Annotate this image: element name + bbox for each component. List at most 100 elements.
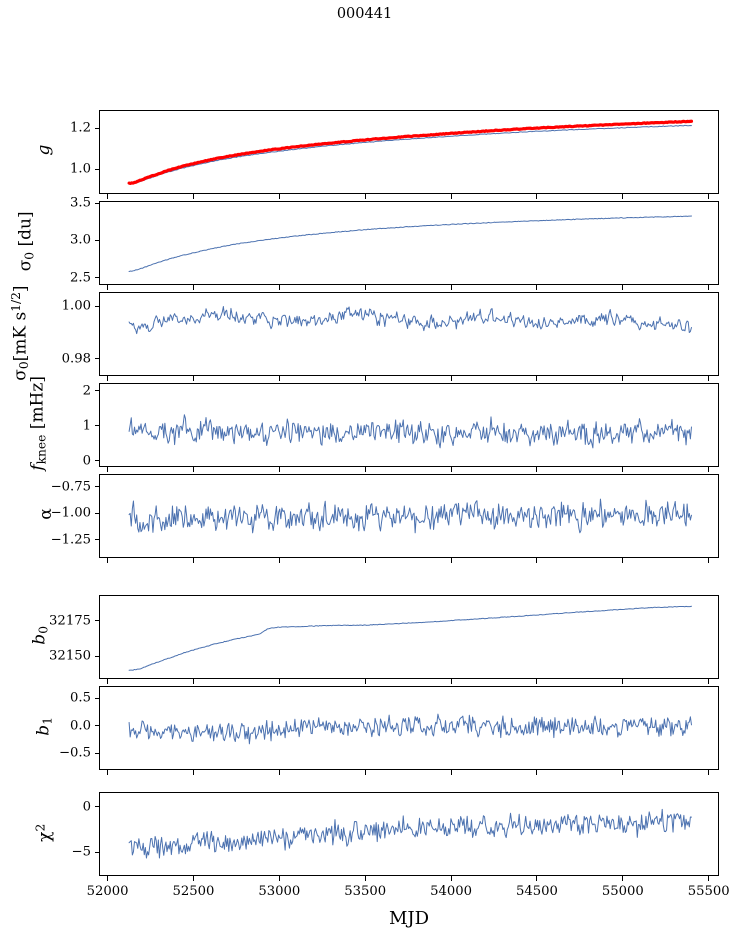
x-tick-mark (450, 194, 452, 199)
x-tick-label: 54000 (430, 884, 473, 899)
x-tick-mark (364, 376, 366, 381)
x-tick-mark (107, 467, 109, 472)
x-tick-mark (278, 558, 280, 563)
y-tick-mark (94, 358, 99, 360)
y-tick-label: 2.5 (70, 270, 91, 286)
x-tick-mark (364, 194, 366, 199)
x-tick-mark (536, 285, 538, 290)
x-tick-mark (450, 770, 452, 775)
x-tick-mark (708, 467, 710, 472)
y-tick-label: 0.5 (70, 690, 91, 706)
x-tick-mark (192, 558, 194, 563)
sigma0-du-panel-trace-area (100, 202, 718, 284)
x-tick-mark (708, 679, 710, 684)
x-tick-mark (708, 194, 710, 199)
y-tick-label: 3.5 (70, 195, 91, 211)
y-tick-mark (94, 239, 99, 241)
y-tick-mark (94, 390, 99, 392)
y-tick-mark (94, 460, 99, 462)
y-tick-mark (94, 752, 99, 754)
x-tick-mark (107, 876, 109, 881)
y-tick-mark (94, 425, 99, 427)
y-tick-mark (94, 305, 99, 307)
series-b-1-slope (129, 714, 691, 744)
x-tick-label: 52000 (86, 884, 129, 899)
x-tick-mark (107, 558, 109, 563)
b1-panel (99, 686, 719, 770)
x-tick-mark (278, 770, 280, 775)
y-tick-label: 0.0 (70, 718, 91, 734)
x-tick-mark (536, 376, 538, 381)
x-tick-mark (536, 770, 538, 775)
x-tick-mark (708, 285, 710, 290)
y-tick-mark (94, 512, 99, 514)
y-tick-label: 32175 (49, 613, 91, 629)
x-tick-mark (708, 376, 710, 381)
y-tick-mark (94, 620, 99, 622)
x-tick-label: 53000 (258, 884, 301, 899)
x-tick-mark (708, 770, 710, 775)
x-tick-mark (450, 876, 452, 881)
x-tick-mark (192, 876, 194, 881)
x-tick-mark (450, 285, 452, 290)
y-tick-label: 3.0 (70, 232, 91, 248)
y-tick-label: 0 (82, 799, 91, 815)
y-tick-label: 1.00 (61, 298, 91, 314)
series-gain-model-fit- (129, 121, 691, 183)
x-tick-label: 53500 (344, 884, 387, 899)
x-tick-label: 55000 (601, 884, 644, 899)
x-tick-mark (622, 679, 624, 684)
y-tick-label: 1.2 (70, 120, 91, 136)
x-tick-mark (107, 194, 109, 199)
b0-panel-trace-area (100, 596, 718, 678)
alpha-panel (99, 474, 719, 558)
x-tick-mark (708, 876, 710, 881)
series-gain-data- (129, 125, 691, 184)
y-tick-label: 1.0 (70, 161, 91, 177)
b1-panel-trace-area (100, 687, 718, 769)
y-tick-mark (94, 277, 99, 279)
x-tick-mark (192, 679, 194, 684)
y-tick-label: 1 (82, 418, 91, 434)
y-tick-label: −0.5 (58, 745, 91, 761)
x-tick-mark (192, 285, 194, 290)
x-tick-label: 52500 (172, 884, 215, 899)
x-tick-mark (278, 194, 280, 199)
x-tick-mark (622, 770, 624, 775)
series-alpha (129, 499, 691, 533)
x-tick-mark (622, 194, 624, 199)
x-tick-mark (450, 679, 452, 684)
x-tick-mark (536, 194, 538, 199)
x-tick-mark (107, 285, 109, 290)
figure-title: 000441 (336, 6, 393, 22)
y-tick-label: −0.75 (50, 479, 91, 495)
y-tick-mark (94, 539, 99, 541)
x-tick-mark (622, 558, 624, 563)
fknee-panel (99, 383, 719, 467)
x-tick-mark (278, 467, 280, 472)
y-tick-label: 0 (82, 453, 91, 469)
series-f-knee (129, 415, 691, 448)
x-tick-mark (278, 679, 280, 684)
x-tick-mark (278, 376, 280, 381)
x-tick-mark (450, 558, 452, 563)
x-tick-mark (622, 467, 624, 472)
chi2-panel (99, 792, 719, 876)
x-tick-mark (536, 467, 538, 472)
y-tick-label: −5 (71, 844, 91, 860)
alpha-panel-trace-area (100, 475, 718, 557)
x-tick-label: 54500 (515, 884, 558, 899)
x-tick-mark (708, 558, 710, 563)
x-tick-mark (450, 376, 452, 381)
y-tick-label: −1.00 (50, 505, 91, 521)
x-tick-mark (622, 285, 624, 290)
x-tick-mark (450, 467, 452, 472)
y-tick-mark (94, 806, 99, 808)
x-tick-mark (364, 679, 366, 684)
gain-panel-trace-area (100, 111, 718, 193)
series-chi-squared (129, 809, 691, 858)
series-b-0-offset (129, 606, 691, 670)
x-tick-mark (622, 876, 624, 881)
x-tick-mark (107, 679, 109, 684)
